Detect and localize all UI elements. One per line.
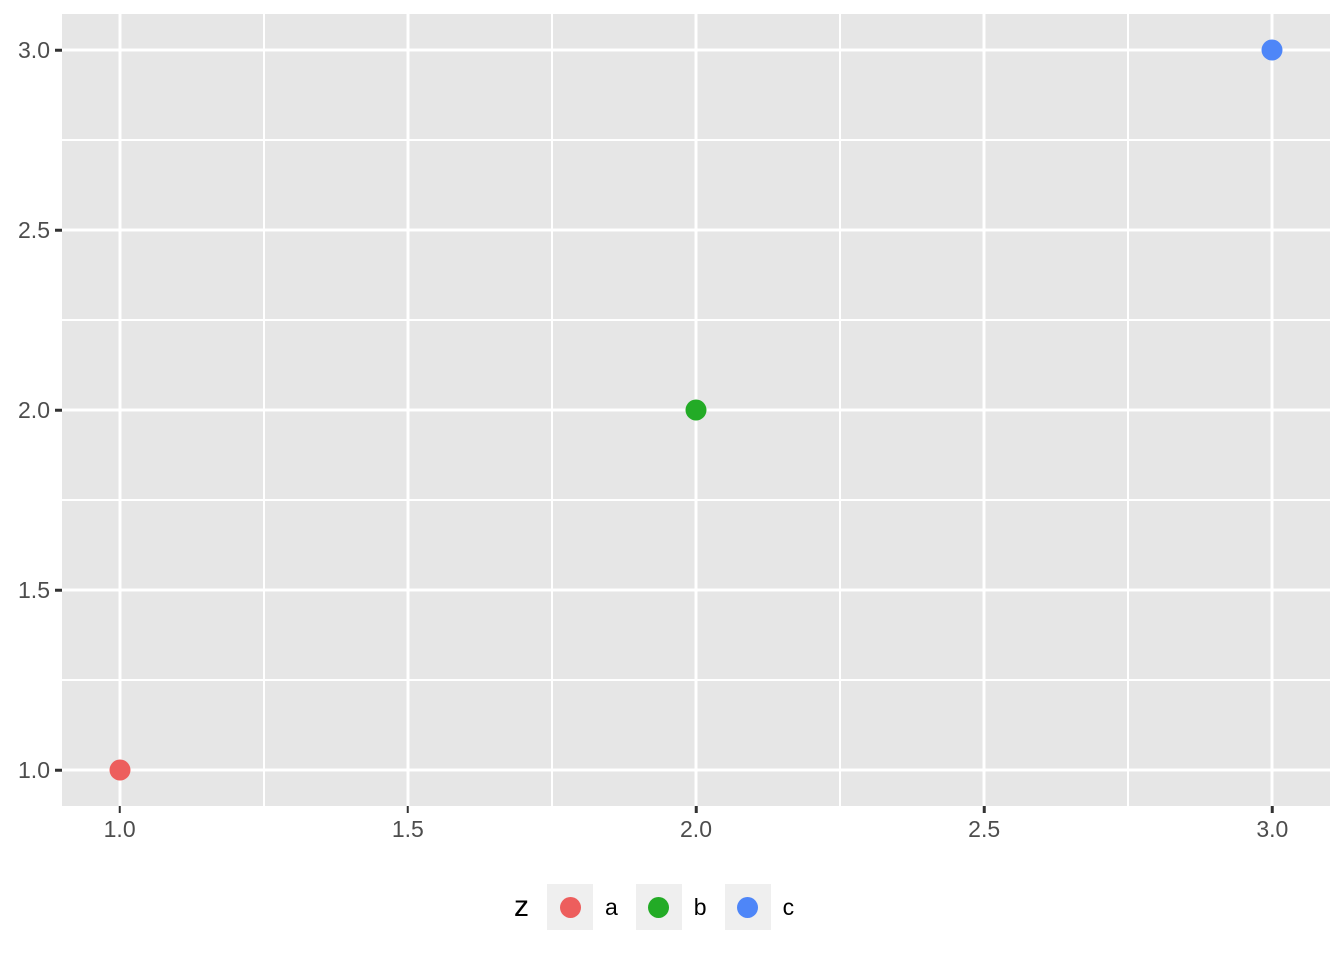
y-tick-mark <box>55 48 62 52</box>
x-tick-mark <box>694 806 698 813</box>
legend-label-c: c <box>782 893 795 920</box>
y-grid-major <box>62 48 1330 52</box>
y-tick-label: 3.0 <box>18 37 50 63</box>
x-tick-label: 2.0 <box>680 816 712 842</box>
y-tick-mark <box>55 768 62 772</box>
data-point-a <box>109 759 131 781</box>
y-grid-major <box>62 588 1330 592</box>
legend-key <box>547 884 594 930</box>
y-tick-mark <box>55 228 62 232</box>
x-tick-label: 3.0 <box>1256 816 1289 842</box>
data-point-b <box>685 399 707 421</box>
y-tick-mark <box>55 408 62 412</box>
legend-key-dot-c <box>737 896 759 918</box>
legend-item-c: c <box>724 884 813 930</box>
x-tick-label: 1.5 <box>391 816 424 842</box>
x-tick-label: 1.0 <box>103 816 136 842</box>
x-tick-mark <box>118 806 121 813</box>
y-tick-label: 2.5 <box>18 217 50 243</box>
legend-key-dot-b <box>648 896 670 918</box>
y-grid-major <box>62 228 1330 232</box>
legend-key-dot-a <box>559 896 581 918</box>
x-tick-label: 2.5 <box>968 816 1001 842</box>
y-tick-label: 2.0 <box>18 397 50 423</box>
legend-title: z <box>514 890 530 923</box>
y-grid-major <box>62 768 1330 772</box>
legend-item-b: b <box>635 884 725 930</box>
x-tick-mark <box>1271 806 1274 813</box>
legend-label-a: a <box>605 893 618 920</box>
legend-key <box>635 884 682 930</box>
legend-label-b: b <box>693 893 707 920</box>
x-tick-mark <box>406 806 410 813</box>
plot-panel <box>62 14 1330 806</box>
legend-item-a: a <box>547 884 636 930</box>
data-point-c <box>1261 39 1283 61</box>
y-tick-mark <box>55 588 62 592</box>
y-tick-label: 1.5 <box>18 577 50 603</box>
y-tick-label: 1.0 <box>18 757 50 783</box>
x-tick-mark <box>982 806 986 813</box>
legend-key <box>724 884 771 930</box>
